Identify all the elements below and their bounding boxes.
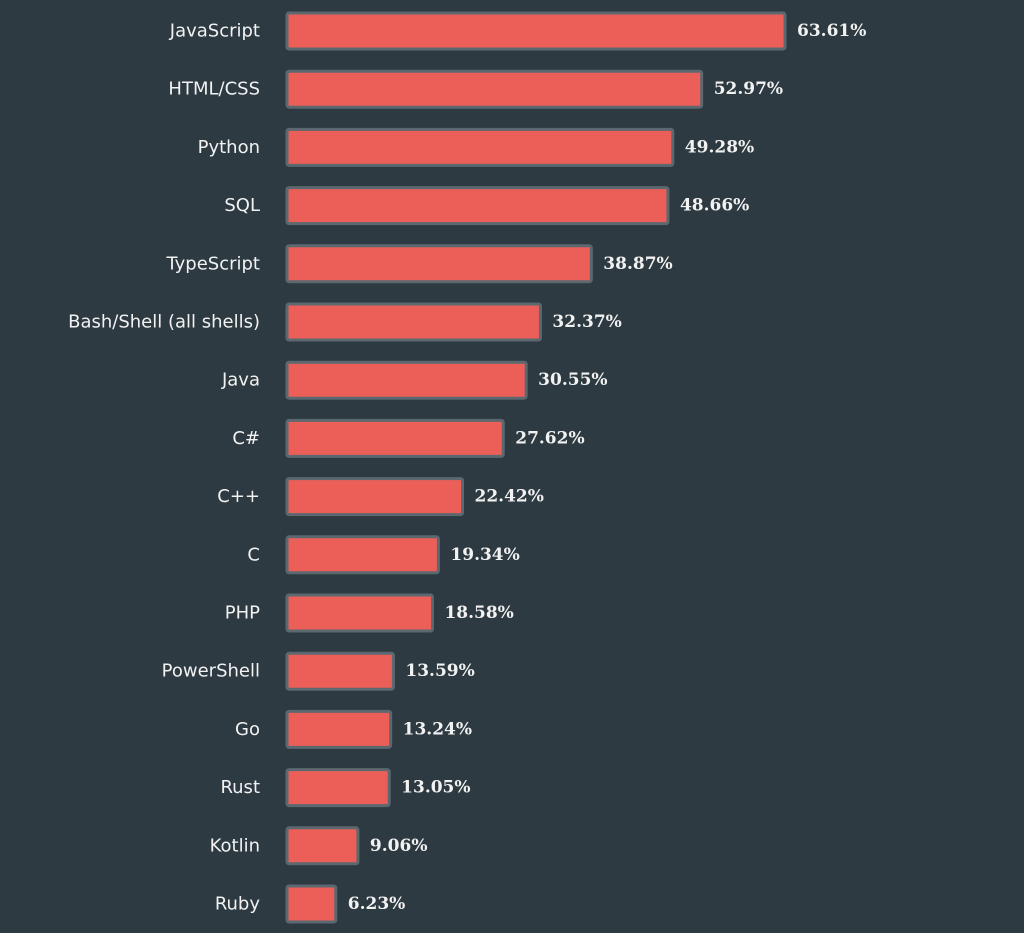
bar bbox=[285, 127, 675, 167]
bar-row: Java 30.55% bbox=[221, 360, 608, 400]
bar bbox=[285, 186, 670, 226]
bar bbox=[285, 11, 787, 51]
bar-row: Bash/Shell (all shells) 32.37% bbox=[68, 302, 622, 342]
value-label: 52.97% bbox=[714, 79, 783, 99]
bar-row: C++ 22.42% bbox=[217, 477, 544, 517]
bar-row: Rust 13.05% bbox=[220, 768, 471, 808]
bar-row: HTML/CSS 52.97% bbox=[168, 69, 783, 109]
value-label: 32.37% bbox=[552, 312, 621, 332]
category-label: PowerShell bbox=[162, 661, 260, 682]
bar-row: Kotlin 9.06% bbox=[210, 826, 428, 866]
category-label: C bbox=[247, 544, 260, 565]
value-label: 13.59% bbox=[405, 661, 474, 681]
value-label: 22.42% bbox=[475, 487, 544, 507]
bar bbox=[285, 360, 528, 400]
value-label: 9.06% bbox=[370, 836, 428, 856]
value-label: 13.05% bbox=[401, 778, 470, 798]
value-label: 30.55% bbox=[538, 370, 607, 390]
bar-row: JavaScript 63.61% bbox=[169, 11, 866, 51]
bar bbox=[285, 651, 395, 691]
category-label: Python bbox=[198, 137, 260, 158]
value-label: 63.61% bbox=[797, 21, 866, 41]
category-label: Bash/Shell (all shells) bbox=[68, 312, 260, 333]
bar-row: C# 27.62% bbox=[232, 418, 585, 458]
bar-row: TypeScript 38.87% bbox=[165, 244, 673, 284]
value-label: 13.24% bbox=[403, 719, 472, 739]
bar-row: Ruby 6.23% bbox=[215, 884, 406, 924]
category-label: C++ bbox=[217, 486, 260, 507]
bar bbox=[285, 826, 360, 866]
value-label: 27.62% bbox=[515, 428, 584, 448]
value-label: 48.66% bbox=[680, 196, 749, 216]
bar-row: PowerShell 13.59% bbox=[162, 651, 475, 691]
bar-row: Go 13.24% bbox=[235, 709, 472, 749]
bar-row: SQL 48.66% bbox=[224, 186, 749, 226]
value-label: 49.28% bbox=[685, 137, 754, 157]
value-label: 38.87% bbox=[603, 254, 672, 274]
category-label: Rust bbox=[220, 777, 260, 798]
value-label: 18.58% bbox=[444, 603, 513, 623]
bar bbox=[285, 709, 393, 749]
category-label: Java bbox=[221, 370, 260, 391]
bar bbox=[285, 535, 440, 575]
bar bbox=[285, 244, 593, 284]
category-label: C# bbox=[232, 428, 260, 449]
category-label: Ruby bbox=[215, 894, 261, 915]
value-label: 6.23% bbox=[348, 894, 406, 914]
category-label: Go bbox=[235, 719, 260, 740]
bar bbox=[285, 477, 465, 517]
category-label: HTML/CSS bbox=[168, 79, 260, 100]
bar-row: PHP 18.58% bbox=[225, 593, 514, 633]
category-label: JavaScript bbox=[169, 21, 260, 42]
bar-row: C 19.34% bbox=[247, 535, 520, 575]
bar-row: Python 49.28% bbox=[198, 127, 754, 167]
value-label: 19.34% bbox=[450, 545, 519, 565]
category-label: Kotlin bbox=[210, 835, 260, 856]
bar bbox=[285, 884, 338, 924]
bar bbox=[285, 593, 434, 633]
bar bbox=[285, 768, 391, 808]
category-label: TypeScript bbox=[165, 253, 260, 274]
bar bbox=[285, 69, 704, 109]
category-label: SQL bbox=[224, 195, 260, 216]
category-label: PHP bbox=[225, 603, 260, 624]
bar bbox=[285, 418, 505, 458]
bar bbox=[285, 302, 542, 342]
